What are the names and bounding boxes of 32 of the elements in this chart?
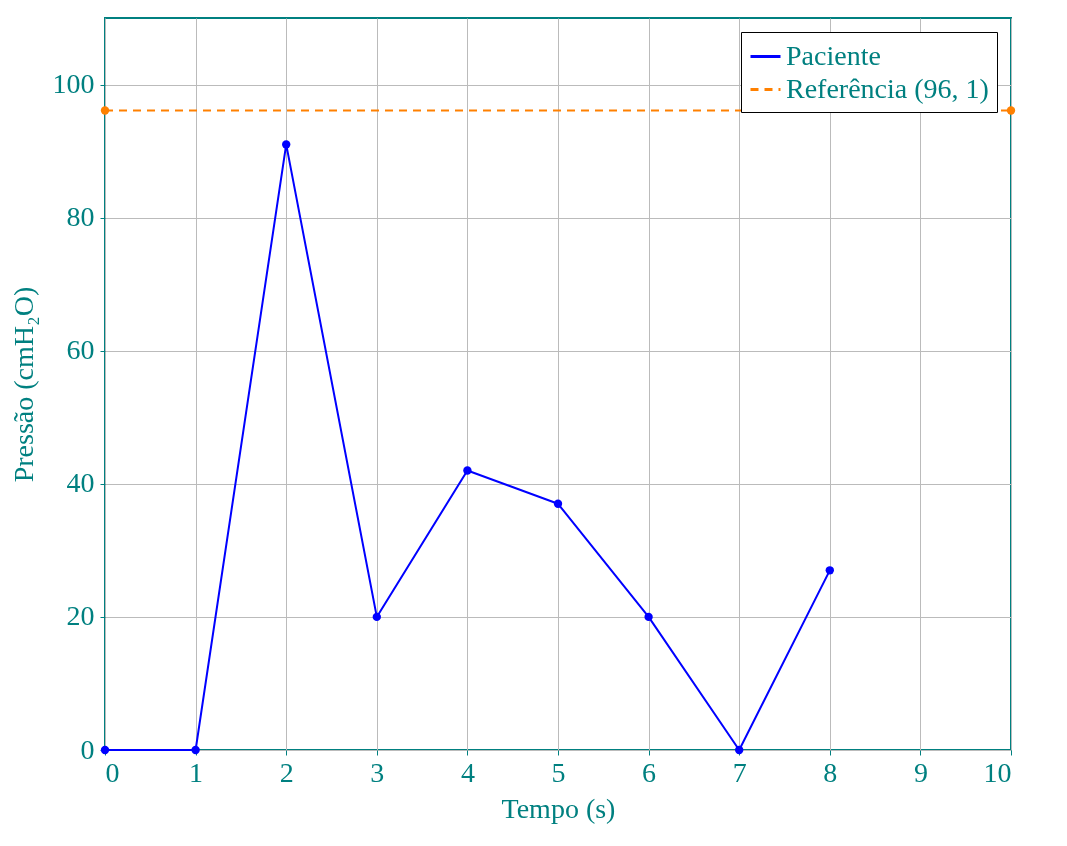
point bbox=[735, 745, 744, 755]
point bbox=[463, 466, 472, 475]
x-tick-label: 9 bbox=[913, 756, 928, 788]
legend-label: Paciente bbox=[786, 39, 881, 71]
point bbox=[100, 106, 110, 115]
x-tick-label: 4 bbox=[460, 756, 475, 788]
y-tick-label: 20 bbox=[66, 600, 95, 632]
x-tick-label: 5 bbox=[551, 756, 566, 788]
x-tick-label: 1 bbox=[189, 756, 204, 788]
point bbox=[1006, 106, 1016, 115]
x-tick-label: 6 bbox=[642, 756, 657, 788]
point bbox=[825, 566, 834, 575]
point bbox=[644, 612, 653, 622]
x-tick-label: 8 bbox=[823, 756, 838, 788]
x-axis-title: Tempo (s) bbox=[501, 792, 616, 824]
y-tick-label: 40 bbox=[66, 467, 95, 499]
x-tick-label: 10 bbox=[983, 756, 1012, 788]
point bbox=[100, 745, 110, 755]
y-axis-title: Pressão (cmH₂O) bbox=[7, 286, 39, 483]
point bbox=[191, 745, 200, 755]
x-tick-label: 7 bbox=[732, 756, 747, 788]
point bbox=[282, 140, 291, 149]
y-tick-label: 0 bbox=[80, 733, 95, 765]
x-tick-label: 2 bbox=[279, 756, 294, 788]
x-tick-label: 0 bbox=[105, 756, 120, 788]
legend-label: Referência (96, 1) bbox=[786, 72, 989, 104]
point bbox=[553, 499, 563, 508]
y-tick-label: 100 bbox=[52, 68, 95, 100]
y-tick-label: 60 bbox=[66, 334, 95, 366]
x-tick-label: 3 bbox=[370, 756, 385, 788]
point bbox=[372, 612, 381, 622]
y-tick-label: 80 bbox=[66, 201, 95, 233]
